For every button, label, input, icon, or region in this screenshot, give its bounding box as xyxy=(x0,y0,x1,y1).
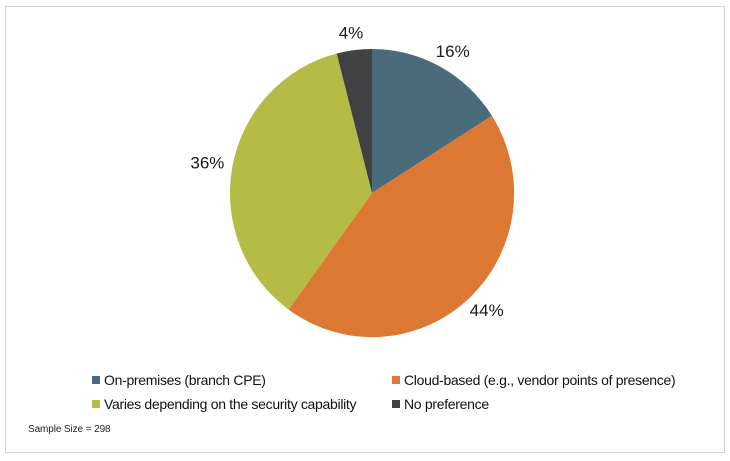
legend-marker-icon xyxy=(92,400,100,408)
legend-label: Cloud-based (e.g., vendor points of pres… xyxy=(404,372,676,388)
legend-label: On-premises (branch CPE) xyxy=(104,372,266,388)
slice-value-label: 44% xyxy=(470,301,504,320)
pie-slice-3 xyxy=(336,48,372,194)
pie-slice-1 xyxy=(288,115,515,338)
legend-item-cloud-based: Cloud-based (e.g., vendor points of pres… xyxy=(392,372,712,388)
legend: On-premises (branch CPE) Cloud-based (e.… xyxy=(92,372,712,412)
slice-value-label: 36% xyxy=(190,153,224,172)
slice-value-label: 4% xyxy=(339,24,364,43)
legend-item-on-premises: On-premises (branch CPE) xyxy=(92,372,392,388)
legend-item-no-preference: No preference xyxy=(392,396,712,412)
legend-item-varies: Varies depending on the security capabil… xyxy=(92,396,392,412)
legend-label: No preference xyxy=(404,396,489,412)
pie-slice-2 xyxy=(229,53,372,310)
legend-label: Varies depending on the security capabil… xyxy=(104,396,357,412)
sample-size-note: Sample Size = 298 xyxy=(28,424,111,435)
legend-marker-icon xyxy=(392,400,400,408)
legend-marker-icon xyxy=(92,376,100,384)
pie-slice-0 xyxy=(372,48,492,193)
legend-marker-icon xyxy=(392,376,400,384)
slice-value-label: 16% xyxy=(436,42,470,61)
